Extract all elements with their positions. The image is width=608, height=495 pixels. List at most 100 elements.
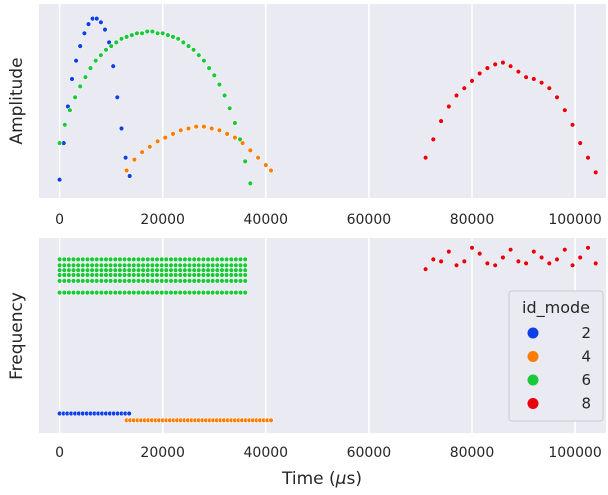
data-point-mode-6 xyxy=(98,278,105,284)
legend-label-mode-2: 2 xyxy=(581,324,591,342)
data-point-mode-6 xyxy=(77,83,83,90)
frequency-panel: 0 20000 40000 60000 80000 100000 Frequency Ti… xyxy=(7,238,606,489)
data-point-mode-6 xyxy=(70,262,77,268)
data-point-mode-6 xyxy=(191,272,197,278)
data-point-mode-4 xyxy=(123,167,130,174)
data-point-mode-6 xyxy=(67,107,73,113)
data-point-mode-6 xyxy=(177,262,183,268)
data-point-mode-8 xyxy=(592,169,599,176)
data-point-mode-6 xyxy=(210,289,216,296)
data-point-mode-6 xyxy=(191,262,197,268)
data-point-mode-6 xyxy=(121,256,128,263)
legend-marker-mode-2 xyxy=(527,327,539,339)
data-point-mode-8 xyxy=(422,155,429,161)
data-point-mode-6 xyxy=(237,278,244,284)
data-point-mode-6 xyxy=(149,289,156,296)
data-point-mode-2 xyxy=(114,94,121,101)
data-point-mode-6 xyxy=(159,267,165,273)
data-point-mode-6 xyxy=(75,278,81,284)
data-point-mode-8 xyxy=(477,70,483,77)
data-point-mode-6 xyxy=(242,289,248,296)
data-point-mode-6 xyxy=(242,158,248,165)
data-point-mode-8 xyxy=(531,248,537,255)
data-point-mode-8 xyxy=(500,59,506,66)
data-point-mode-4 xyxy=(268,417,274,423)
amplitude-x-ticks: 0 20000 40000 60000 80000 100000 xyxy=(55,212,602,228)
data-point-mode-8 xyxy=(430,136,436,143)
data-point-mode-4 xyxy=(185,125,192,132)
data-point-mode-8 xyxy=(469,245,475,251)
data-point-mode-6 xyxy=(145,278,151,284)
data-point-mode-8 xyxy=(585,245,591,251)
data-point-mode-6 xyxy=(112,272,119,278)
data-point-mode-6 xyxy=(223,272,230,278)
data-point-mode-6 xyxy=(117,262,123,268)
data-point-mode-6 xyxy=(70,289,77,296)
amplitude-plot-area xyxy=(39,4,606,198)
data-point-mode-6 xyxy=(149,267,156,273)
data-point-mode-8 xyxy=(477,250,483,257)
data-point-mode-6 xyxy=(219,272,225,278)
data-point-mode-6 xyxy=(98,262,105,268)
data-point-mode-6 xyxy=(196,278,202,284)
data-point-mode-6 xyxy=(89,267,95,273)
data-point-mode-6 xyxy=(126,256,132,263)
data-point-mode-6 xyxy=(211,72,218,79)
data-point-mode-6 xyxy=(168,262,174,268)
data-point-mode-6 xyxy=(247,180,254,187)
data-point-mode-6 xyxy=(149,272,156,278)
data-point-mode-4 xyxy=(263,162,269,168)
data-point-mode-8 xyxy=(461,85,467,91)
data-point-mode-6 xyxy=(93,272,100,278)
data-point-mode-6 xyxy=(205,272,211,278)
data-point-mode-6 xyxy=(168,267,174,273)
data-point-mode-6 xyxy=(56,262,63,268)
data-point-mode-6 xyxy=(159,278,165,284)
data-point-mode-6 xyxy=(89,289,95,296)
data-point-mode-6 xyxy=(56,256,63,263)
data-point-mode-6 xyxy=(159,289,165,296)
data-point-mode-6 xyxy=(131,289,137,296)
data-point-mode-6 xyxy=(233,256,239,263)
data-point-mode-6 xyxy=(80,272,86,278)
data-point-mode-6 xyxy=(66,256,72,263)
data-point-mode-6 xyxy=(121,272,128,278)
amplitude-x-tick-label: 60000 xyxy=(347,212,392,228)
data-point-mode-6 xyxy=(103,267,109,273)
data-point-mode-6 xyxy=(75,256,81,263)
data-point-mode-6 xyxy=(107,256,114,263)
data-point-mode-6 xyxy=(131,256,137,263)
data-point-mode-6 xyxy=(80,278,86,284)
data-point-mode-6 xyxy=(180,39,187,46)
data-point-mode-6 xyxy=(191,289,197,296)
data-point-mode-4 xyxy=(178,127,184,134)
legend-marker-mode-4 xyxy=(527,351,539,362)
data-point-mode-6 xyxy=(61,278,68,284)
data-point-mode-6 xyxy=(242,267,248,273)
data-point-mode-4 xyxy=(201,123,207,130)
data-point-mode-8 xyxy=(569,262,576,268)
data-point-mode-6 xyxy=(228,267,235,273)
data-point-mode-6 xyxy=(145,262,151,268)
data-point-mode-6 xyxy=(200,267,207,273)
data-point-mode-6 xyxy=(228,256,235,263)
data-point-mode-6 xyxy=(75,272,81,278)
data-point-mode-6 xyxy=(56,289,63,296)
data-point-mode-8 xyxy=(531,76,537,82)
data-point-mode-6 xyxy=(103,289,109,296)
data-point-mode-6 xyxy=(103,262,109,268)
data-point-mode-6 xyxy=(121,262,128,268)
data-point-mode-6 xyxy=(182,262,188,268)
legend-title: id_mode xyxy=(522,298,590,318)
frequency-x-tick-label: 80000 xyxy=(450,445,495,461)
data-point-mode-6 xyxy=(186,262,193,268)
data-point-mode-6 xyxy=(75,262,81,268)
data-point-mode-4 xyxy=(139,149,145,155)
data-point-mode-6 xyxy=(98,52,104,58)
data-point-mode-6 xyxy=(200,272,207,278)
data-point-mode-6 xyxy=(177,267,183,273)
data-point-mode-6 xyxy=(89,262,95,268)
data-point-mode-6 xyxy=(107,278,114,284)
legend-marker-mode-8 xyxy=(527,398,539,409)
data-point-mode-6 xyxy=(56,267,63,273)
